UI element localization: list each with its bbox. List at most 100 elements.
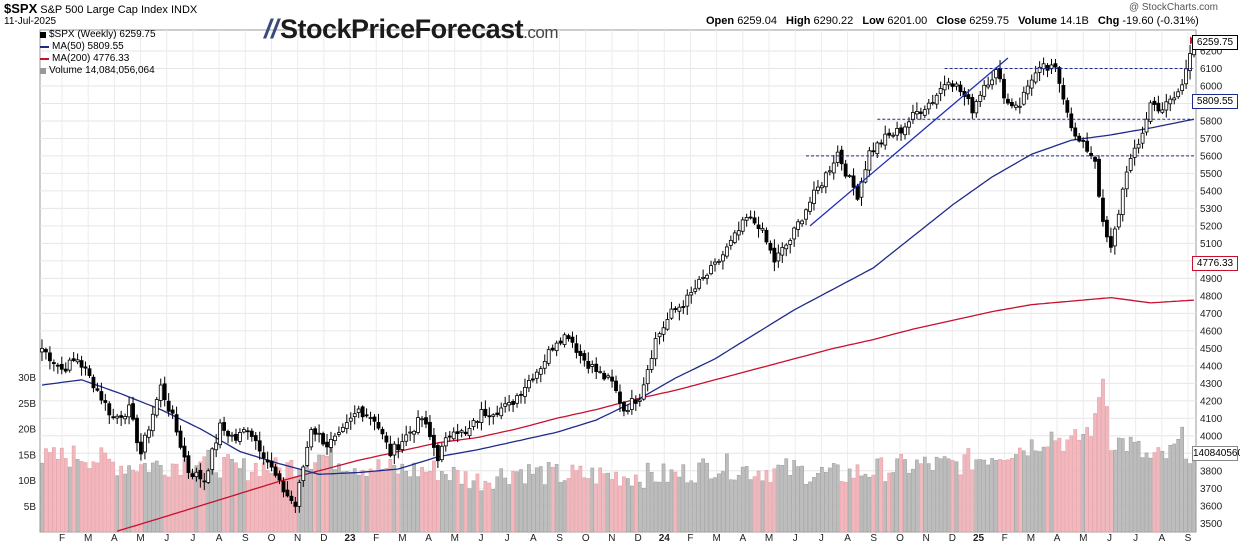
candle-body [1184, 68, 1189, 85]
volume-bar [341, 471, 345, 533]
x-tick-label: D [634, 533, 641, 544]
candle-body [384, 435, 389, 443]
price-tick-label: 5200 [1200, 221, 1223, 232]
volume-bar [578, 465, 583, 533]
volume-bar [713, 477, 717, 533]
volume-bar [752, 476, 757, 533]
candle-body [336, 432, 341, 435]
volume-bar [1101, 378, 1105, 533]
x-tick-label: D [949, 533, 956, 544]
candle-body [990, 79, 995, 86]
price-tick-label: 4400 [1200, 361, 1223, 372]
volume-bar [1045, 446, 1050, 533]
volume-bar [162, 474, 167, 533]
volume-bar [954, 461, 959, 533]
volume-bar [87, 468, 92, 533]
volume-bar [756, 470, 761, 533]
price-tick-label: 6000 [1200, 81, 1223, 92]
volume-bar [420, 467, 424, 533]
volume-bar [119, 465, 123, 533]
volume-bar [52, 447, 56, 533]
candle-body [483, 408, 488, 417]
volume-bar [376, 459, 381, 533]
volume-bar [922, 456, 927, 533]
x-tick-label: J [190, 533, 195, 544]
x-tick-label: A [740, 533, 747, 544]
candle-body [1013, 104, 1018, 108]
volume-bar [946, 458, 951, 533]
candle-body [352, 413, 357, 418]
candle-body [594, 363, 599, 372]
candle-body [661, 327, 666, 335]
volume-bar [1077, 439, 1082, 533]
volume-bar [907, 472, 911, 533]
price-tick-label: 5800 [1200, 116, 1223, 127]
candle-body [816, 186, 820, 191]
candle-body [463, 431, 468, 435]
volume-bar [1021, 450, 1026, 533]
volume-bar [570, 464, 575, 533]
candle-body [934, 94, 939, 105]
candle-body [182, 445, 187, 458]
candle-body [867, 150, 872, 171]
volume-bar [895, 458, 899, 533]
candle-body [1148, 102, 1153, 122]
volume-bar [186, 471, 191, 533]
volume-bar [974, 459, 979, 533]
candle-body [265, 459, 270, 463]
candle-body [479, 409, 484, 423]
candle-body [412, 430, 417, 435]
candle-body [974, 101, 979, 114]
candle-body [297, 482, 302, 507]
candle-body [542, 361, 547, 369]
volume-bar [994, 459, 998, 533]
volume-bar [1164, 458, 1169, 533]
volume-bar [1081, 434, 1086, 533]
candle-body [408, 431, 413, 434]
volume-bar [574, 470, 579, 533]
volume-bar [479, 490, 484, 533]
volume-bar [827, 467, 832, 533]
price-tick-label: 5300 [1200, 204, 1223, 215]
candle-body [388, 443, 393, 457]
candle-body [994, 69, 998, 79]
volume-bar [614, 471, 618, 533]
candle-body [982, 84, 987, 97]
price-tick-label: 4100 [1200, 414, 1223, 425]
candle-body [673, 308, 678, 310]
candle-body [166, 400, 171, 412]
candle-body [732, 232, 737, 243]
x-tick-label: M [1027, 533, 1035, 544]
volume-bar [633, 474, 638, 533]
candle-body [162, 383, 167, 401]
price-tick-label: 4500 [1200, 344, 1223, 355]
volume-bar [269, 473, 274, 533]
legend-volume: Volume 14,084,056,064 [40, 65, 155, 77]
x-tick-label: M [84, 533, 92, 544]
candle-body [127, 404, 131, 418]
candle-body [241, 429, 246, 433]
volume-bar [265, 470, 270, 533]
volume-bar [467, 488, 472, 533]
volume-bar [835, 464, 840, 533]
candle-body [851, 175, 856, 188]
candle-body [598, 371, 603, 374]
volume-bar [222, 457, 226, 533]
x-tick-label: A [844, 533, 851, 544]
candle-body [1124, 171, 1129, 190]
x-tick-label: A [425, 533, 432, 544]
volume-bar [147, 472, 151, 533]
candle-body [622, 402, 626, 412]
candle-body [356, 408, 361, 413]
volume-bar [48, 452, 52, 533]
candle-body [899, 127, 903, 134]
volume-bar [99, 447, 104, 533]
candle-body [812, 189, 816, 204]
candle-body [1045, 65, 1050, 71]
volume-bar [978, 459, 983, 533]
candle-body [170, 409, 175, 414]
candle-body [523, 386, 527, 397]
volume-bar [321, 454, 325, 533]
candle-body [1073, 127, 1078, 137]
candle-body [1069, 113, 1074, 129]
